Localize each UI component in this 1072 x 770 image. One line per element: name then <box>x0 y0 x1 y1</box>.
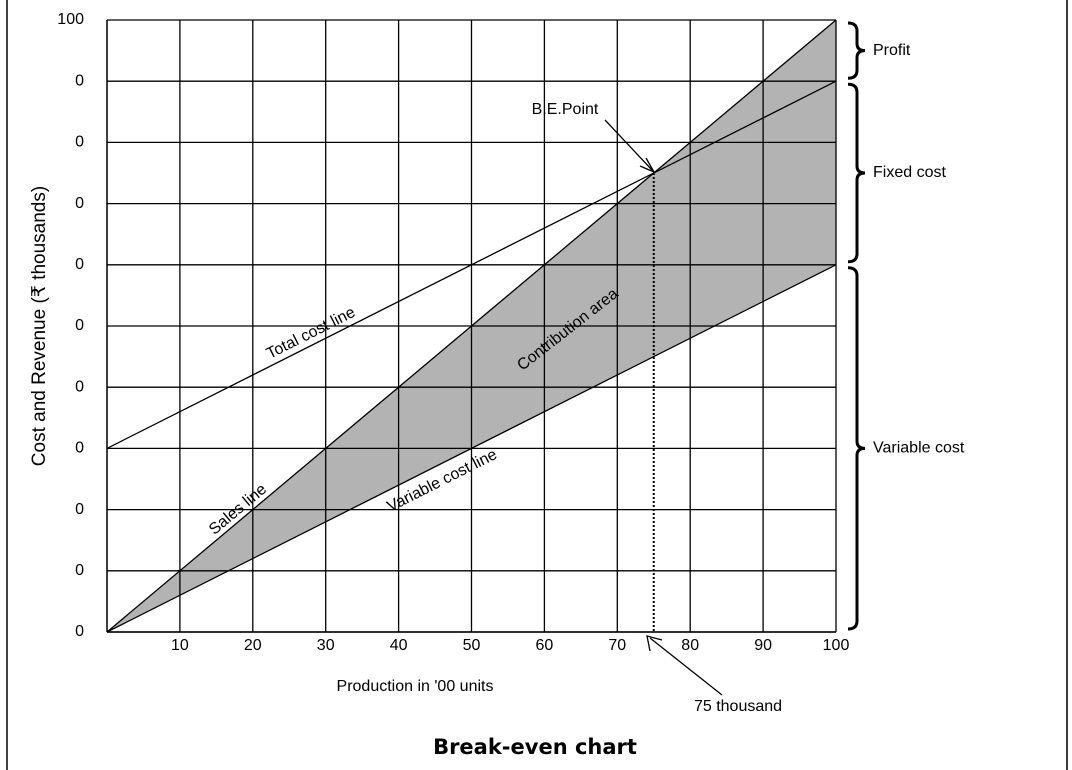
arrow <box>604 119 653 171</box>
y-tick-label: 0 <box>75 623 84 640</box>
series-line <box>106 19 837 633</box>
x-tick-label: 30 <box>317 637 335 654</box>
x-tick-label: 70 <box>608 637 626 654</box>
brace-label: Profit <box>873 42 911 59</box>
y-axis-label: Cost and Revenue (₹ thousands) <box>29 186 50 466</box>
y-tick-label: 0 <box>75 501 84 518</box>
break-even-label: B.E.Point <box>532 101 599 118</box>
x-tick-label: 50 <box>463 637 481 654</box>
brace <box>847 82 866 264</box>
brace <box>847 21 866 80</box>
series-label: Total cost line <box>264 304 358 363</box>
arrow-head <box>639 157 656 174</box>
y-tick-label: 0 <box>75 378 84 395</box>
x-tick-label: 90 <box>754 637 772 654</box>
y-tick-label: 0 <box>75 134 84 151</box>
x-tick-label: 20 <box>244 637 262 654</box>
page-frame <box>6 0 1068 770</box>
x-tick-label: 100 <box>823 637 850 654</box>
x-tick-label: 10 <box>171 637 189 654</box>
break-even-x-label: 75 thousand <box>694 698 782 715</box>
y-tick-label: 0 <box>75 195 84 212</box>
arrow <box>649 637 723 696</box>
y-tick-label: 100 <box>57 11 84 28</box>
y-tick-label: 0 <box>75 72 84 89</box>
series-line <box>106 264 837 633</box>
y-tick-label: 0 <box>75 256 84 273</box>
brace-label: Fixed cost <box>873 164 946 181</box>
x-tick-label: 60 <box>536 637 554 654</box>
brace <box>847 266 866 631</box>
chart-title: Break-even chart <box>433 735 637 759</box>
brace-label: Variable cost <box>873 440 965 457</box>
x-tick-label: 40 <box>390 637 408 654</box>
series-line <box>106 80 837 449</box>
y-tick-label: 0 <box>75 562 84 579</box>
arrow-head <box>646 635 663 652</box>
y-tick-label: 0 <box>75 317 84 334</box>
y-tick-label: 0 <box>75 440 84 457</box>
x-tick-label: 80 <box>681 637 699 654</box>
x-axis-label: Production in '00 units <box>337 678 494 695</box>
